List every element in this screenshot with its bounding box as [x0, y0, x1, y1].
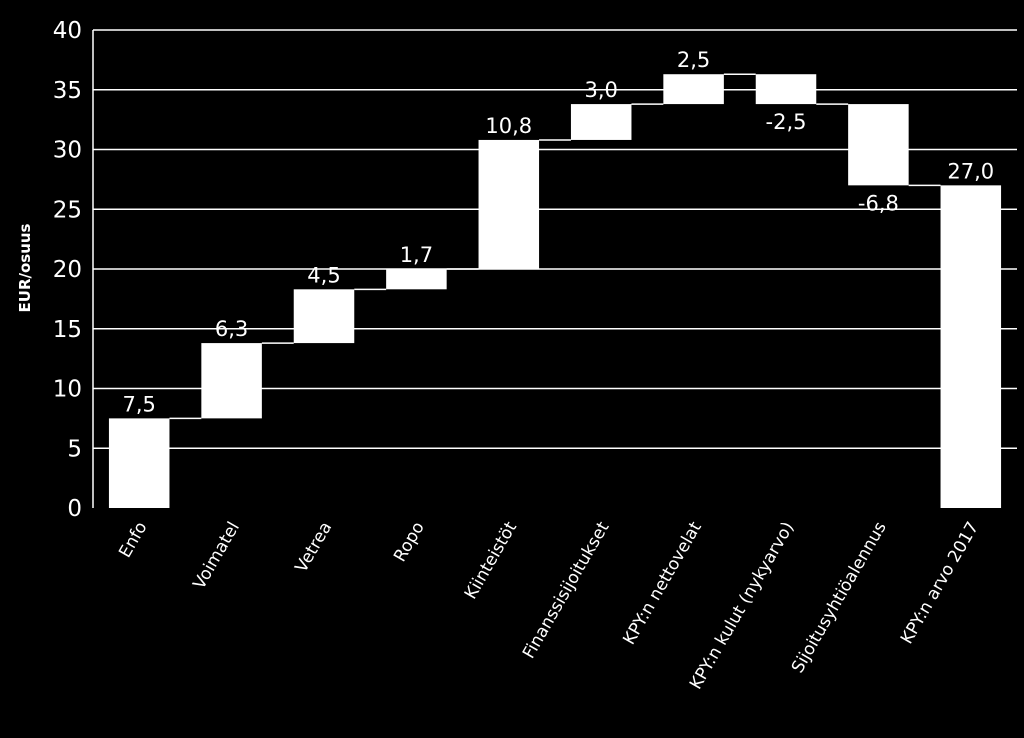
x-category-label: Vetrea — [292, 519, 337, 577]
data-label: 7,5 — [122, 392, 155, 416]
x-axis-categories: Enfo Voimatel Vetrea Ropo KiinteistötFinanss… — [115, 518, 983, 693]
y-tick-label: 25 — [53, 197, 82, 223]
x-category-label: Enfo — [115, 519, 151, 562]
x-category-label: Kiinteistöt — [461, 518, 521, 603]
data-label: 2,5 — [677, 48, 710, 72]
x-category-label: KPY:n arvo 2017 — [897, 519, 983, 648]
data-label: 4,5 — [307, 263, 340, 287]
x-category-label: Finanssisijoitukset — [519, 518, 614, 662]
data-label: -6,8 — [858, 191, 899, 215]
y-axis-label: EUR/osuus — [16, 223, 34, 312]
y-tick-label: 0 — [67, 496, 82, 522]
data-label: 1,7 — [400, 243, 433, 267]
bars — [108, 74, 1002, 508]
bar — [663, 74, 724, 105]
bar — [108, 418, 170, 508]
x-category-label: Sijoitusyhtiöalennus — [788, 518, 891, 676]
y-tick-label: 40 — [53, 18, 82, 44]
bar — [755, 74, 817, 105]
connector-lines — [169, 73, 941, 420]
x-category-label: KPY:n nettovelat — [619, 518, 706, 648]
x-category-label: Ropo — [390, 519, 429, 566]
bar — [201, 343, 262, 419]
x-category-label: KPY:n kulut (nykyarvo) — [686, 519, 798, 694]
data-label: -2,5 — [766, 110, 807, 134]
bar — [940, 185, 1002, 508]
data-label: 10,8 — [485, 114, 532, 138]
data-labels: 7,5 6,3 4,5 1,7 10,8 3,0 2,5 -2,5 -6,8 27,0 — [122, 48, 994, 416]
x-category-label: Voimatel — [189, 519, 243, 593]
data-label: 6,3 — [215, 317, 248, 341]
bar — [848, 104, 909, 186]
y-tick-label: 15 — [53, 317, 82, 343]
y-tick-label: 10 — [53, 377, 82, 403]
bar — [478, 139, 540, 269]
y-tick-label: 20 — [53, 257, 82, 283]
data-label: 27,0 — [947, 159, 994, 183]
gridlines — [92, 29, 1017, 508]
y-tick-label: 5 — [67, 436, 82, 462]
y-tick-label: 35 — [53, 78, 82, 104]
bar — [386, 269, 447, 290]
data-label: 3,0 — [584, 78, 617, 102]
y-axis-ticks: 0 5 10 15 20 25 30 35 40 — [53, 18, 82, 522]
bar — [293, 289, 355, 344]
y-tick-label: 30 — [53, 138, 82, 164]
bar — [570, 104, 632, 140]
